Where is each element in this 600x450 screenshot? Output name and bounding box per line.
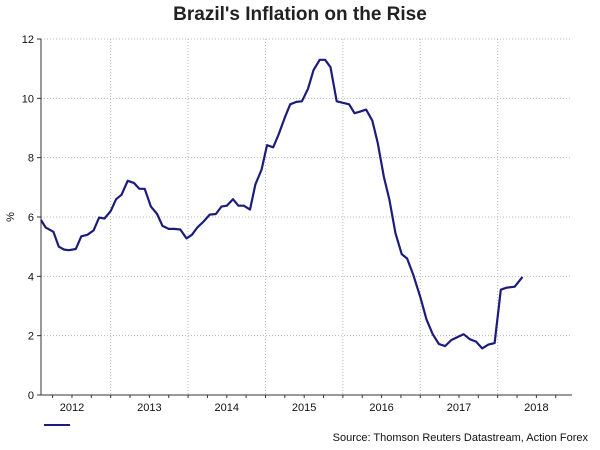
x-tick-label: 2014 [215,402,239,414]
series-layer [40,58,524,350]
y-tick-label: 12 [22,34,34,46]
y-tick-label: 6 [28,212,34,224]
x-tick-label: 2017 [447,402,471,414]
x-tick-label: 2018 [524,402,548,414]
y-axis-title: % [5,212,17,222]
series-line [40,58,524,350]
y-tick-label: 4 [28,271,34,283]
label-layer: 0 2 4 6 8 10 12 2012 2013 2014 2015 2016 2017 2018% [5,34,549,414]
x-tick-label: 2016 [369,402,393,414]
chart-title: Brazil's Inflation on the Rise [173,4,427,25]
source-note: Source: Thomson Reuters Datastream, Acti… [332,432,588,444]
axis-layer [37,38,572,398]
x-tick-label: 2015 [292,402,316,414]
y-tick-label: 10 [22,93,34,105]
x-tick-label: 2012 [60,402,84,414]
legend-series-swatch [44,424,70,426]
y-tick-label: 2 [28,331,34,343]
y-tick-label: 0 [28,390,34,402]
y-tick-label: 8 [28,153,34,165]
x-tick-label: 2013 [137,402,161,414]
grid-layer [41,38,572,395]
